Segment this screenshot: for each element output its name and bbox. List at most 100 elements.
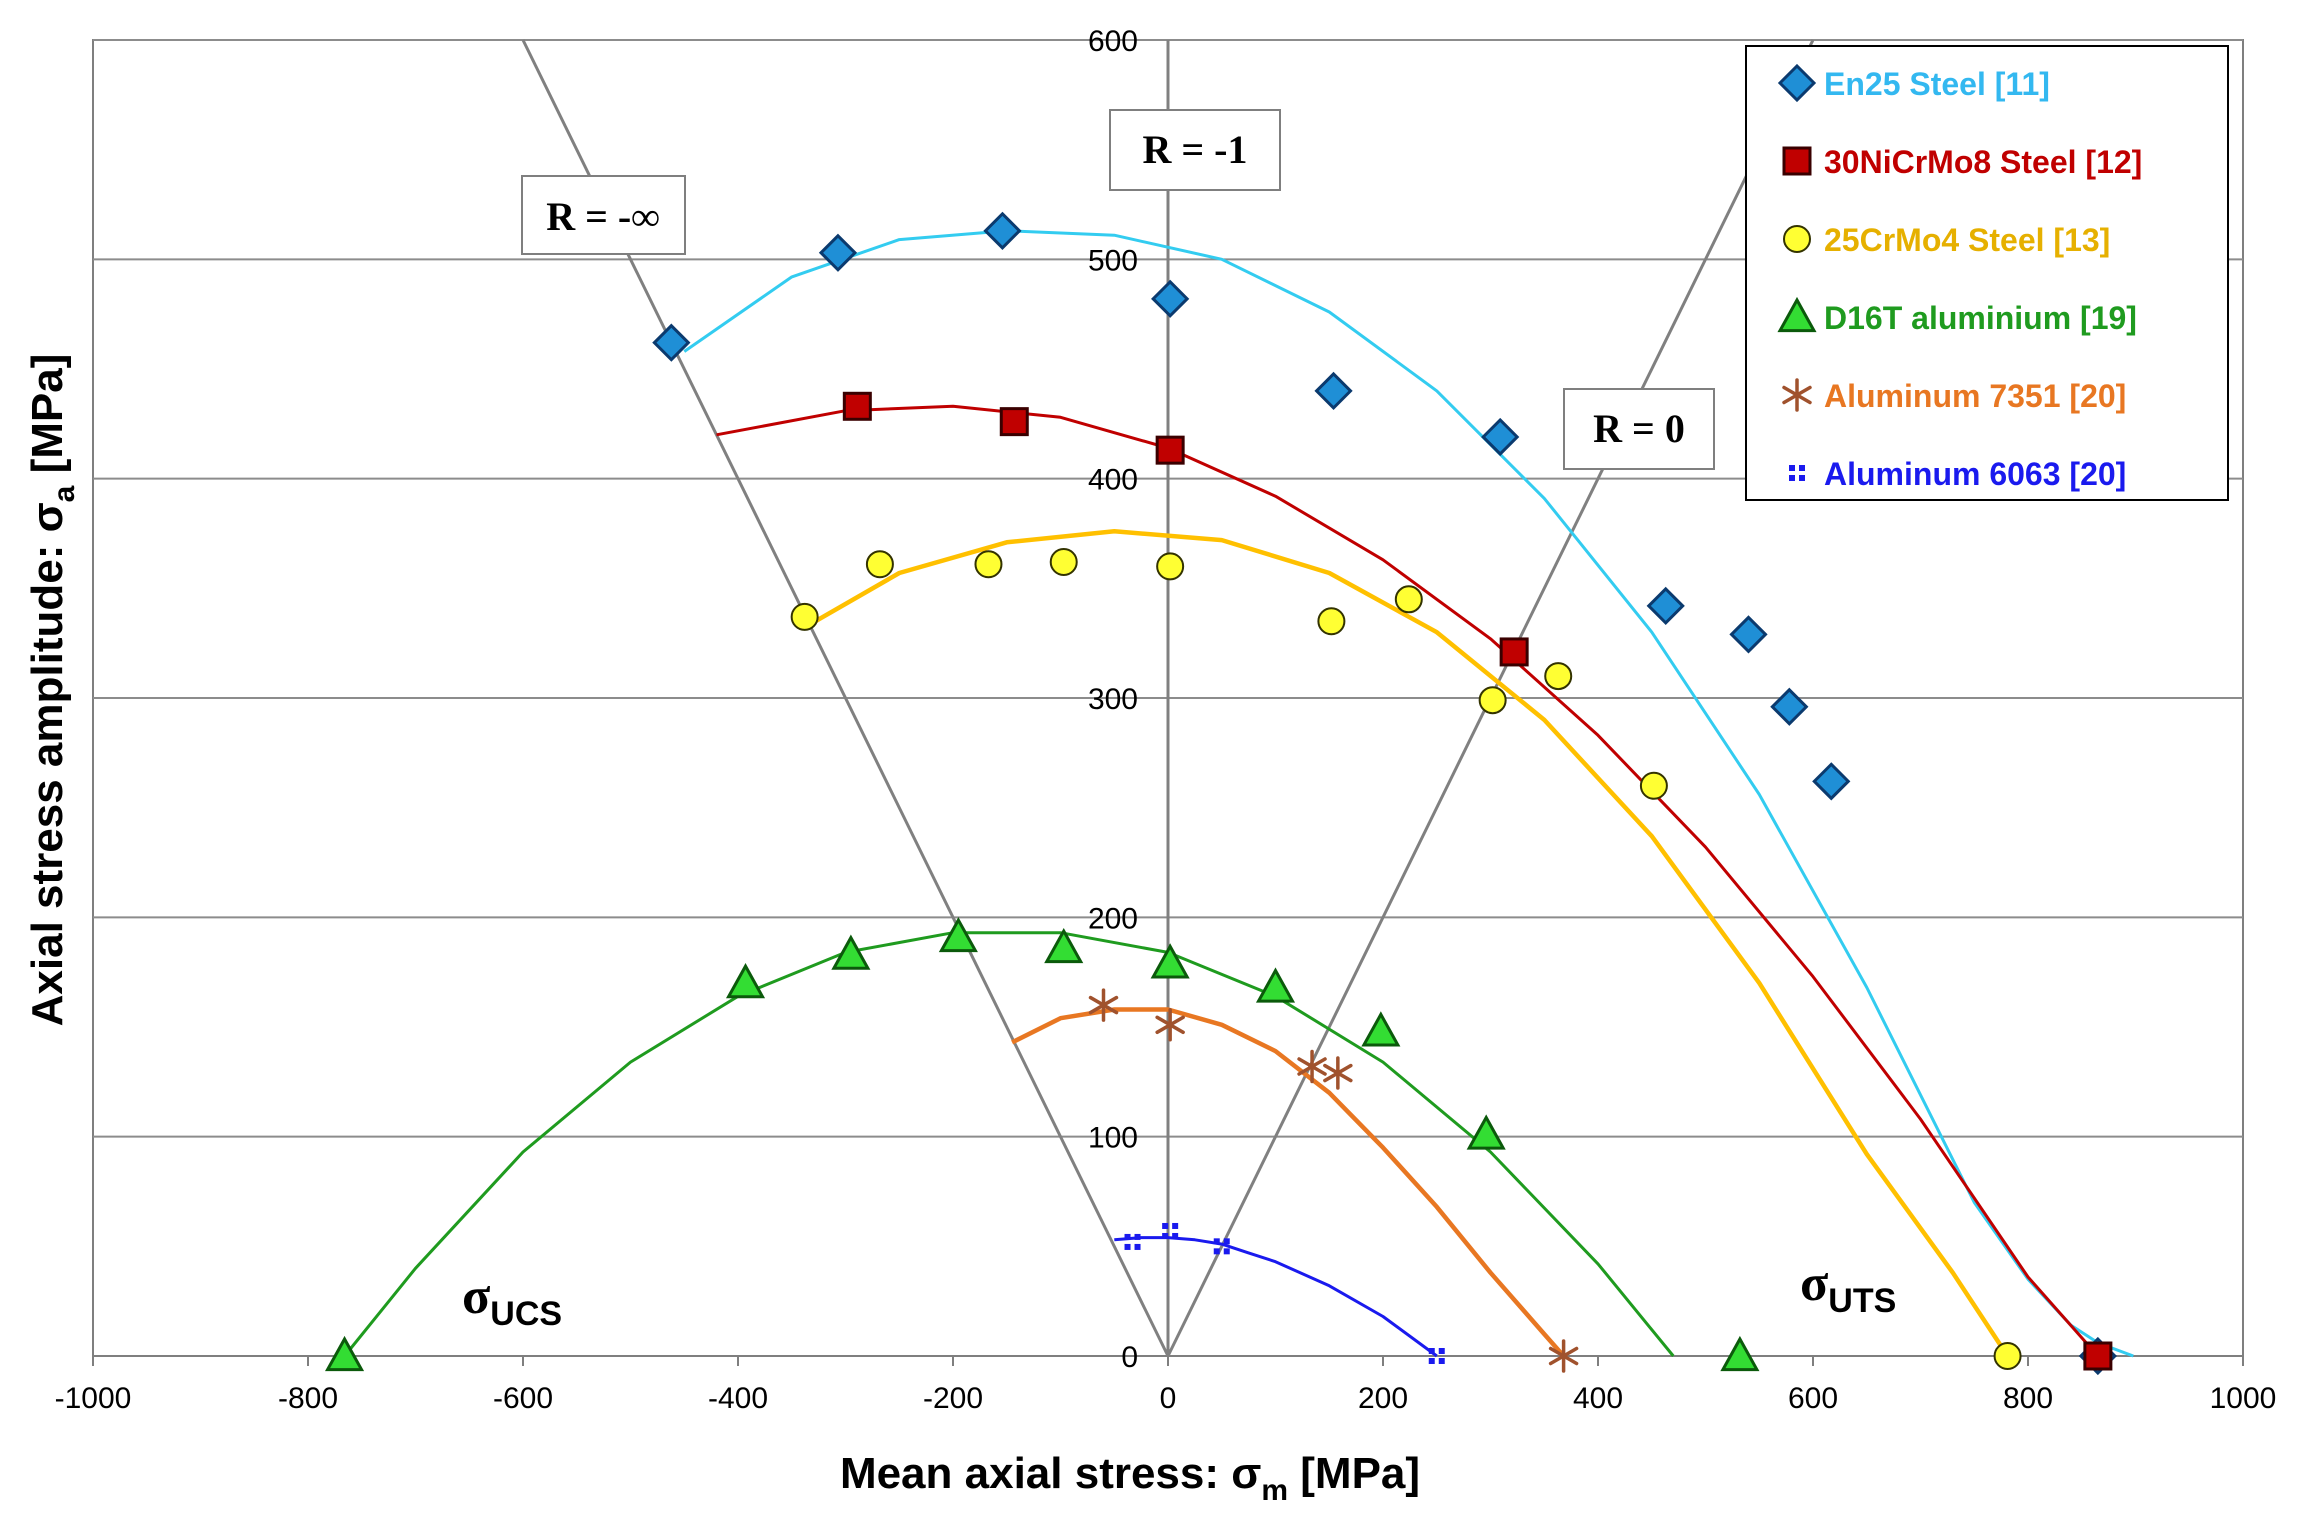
data-point-25crmo4-steel-13 [1544,662,1573,691]
data-point-30nicrmo8-steel-12 [1155,435,1185,465]
x-tick-label: -200 [923,1382,983,1415]
annotation-r-zero-text: R = 0 [1593,406,1685,451]
data-point-30nicrmo8-steel-12 [2083,1341,2113,1371]
data-point-d16t-aluminium-19 [1255,967,1296,1003]
legend-marker-d16t-aluminium-19 [1777,296,1817,333]
y-axis-title-main: Axial stress amplitude: σ [23,502,72,1026]
data-point-aluminum-6063-20 [1213,1238,1230,1255]
data-point-aluminum-7351-20 [1155,1008,1185,1042]
fit-curves [343,229,2134,1358]
data-point-25crmo4-steel-13 [1317,607,1346,636]
y-tick-label: 300 [1088,683,1138,716]
data-point-en25-steel-11 [1770,687,1809,726]
x-tick-label: -600 [493,1382,553,1415]
data-point-en25-steel-11 [1481,417,1520,457]
annotation-r-neg-one-text: R = -1 [1143,127,1248,172]
legend: En25 Steel [11] 30NiCrMo8 Steel [12] 25CrM… [1745,45,2229,501]
legend-marker-25crmo4-steel-13 [1783,225,1811,253]
data-point-25crmo4-steel-13 [1478,686,1507,715]
legend-marker-en25-steel-11 [1777,63,1817,103]
x-axis-title-unit: [MPa] [1288,1449,1420,1498]
sigma-ucs-subscript: UCS [490,1295,562,1333]
data-point-en25-steel-11 [1151,279,1190,318]
x-tick-label: -1000 [55,1382,132,1415]
legend-box [1745,45,2229,501]
data-point-d16t-aluminium-19 [938,916,978,953]
annotation-r-neg-inf-text: R = -∞ [546,194,660,239]
data-point-25crmo4-steel-13 [1049,548,1078,577]
x-tick-label: 200 [1358,1382,1408,1415]
data-point-25crmo4-steel-13 [1394,585,1423,614]
data-point-25crmo4-steel-13 [1639,771,1668,800]
y-tick-label: 400 [1088,464,1138,497]
curve-aluminum-6063-20 [1114,1236,1438,1358]
legend-label-30nicrmo8-steel-12: 30NiCrMo8 Steel [12] [1824,144,2142,180]
data-point-d16t-aluminium-19 [1720,1335,1760,1372]
data-point-aluminum-7351-20 [1548,1339,1579,1373]
sigma-uts-symbol: σ [1800,1255,1828,1312]
data-point-25crmo4-steel-13 [974,550,1003,579]
annotation-sigma-ucs: σUCS [462,1268,562,1333]
data-points [325,211,2117,1376]
data-point-d16t-aluminium-19 [1466,1114,1506,1150]
data-point-aluminum-7351-20 [1323,1056,1353,1090]
data-point-aluminum-6063-20 [1428,1348,1445,1364]
x-axis-ticks: -1000 -800 -600 -400 -200 0 200 400 600 800 1000 [55,1356,2277,1415]
data-point-en25-steel-11 [652,323,691,362]
data-point-25crmo4-steel-13 [790,602,819,631]
y-axis-title: Axial stress amplitude: σa [MPa] [23,354,81,1027]
data-point-en25-steel-11 [1812,762,1851,801]
data-point-en25-steel-11 [1729,615,1768,654]
annotation-sigma-uts: σUTS [1800,1255,1896,1320]
x-tick-label: 800 [2003,1382,2053,1415]
data-point-25crmo4-steel-13 [865,550,894,579]
legend-marker-aluminum-7351-20 [1782,378,1812,412]
legend-marker-30nicrmo8-steel-12 [1782,146,1812,176]
curve-30nicrmo8-steel-12 [716,404,2100,1357]
data-point-30nicrmo8-steel-12 [999,407,1029,437]
sigma-ucs-symbol: σ [462,1268,490,1325]
x-axis-title-sub: m [1261,1474,1288,1507]
data-point-en25-steel-11 [1314,371,1353,411]
data-point-aluminum-7351-20 [1297,1049,1327,1084]
legend-items: En25 Steel [11] 30NiCrMo8 Steel [12] 25CrM… [1777,63,2142,492]
y-tick-label: 600 [1088,25,1138,58]
data-point-d16t-aluminium-19 [1150,943,1190,979]
y-tick-label: 100 [1088,1122,1138,1155]
data-point-d16t-aluminium-19 [725,963,766,999]
y-tick-label: 500 [1088,244,1138,277]
data-point-en25-steel-11 [1646,586,1685,626]
x-tick-label: -400 [708,1382,768,1415]
x-tick-label: 400 [1573,1382,1623,1415]
sigma-uts-subscript: UTS [1828,1282,1896,1320]
reference-line-r-inf [521,39,1170,1357]
y-tick-label: 200 [1088,902,1138,935]
legend-label-aluminum-7351-20: Aluminum 7351 [20] [1824,378,2126,414]
y-tick-label: 0 [1121,1341,1138,1374]
data-point-aluminum-7351-20 [1088,988,1119,1022]
x-tick-label: 600 [1788,1382,1838,1415]
x-tick-label: 1000 [2210,1382,2277,1415]
data-point-d16t-aluminium-19 [1361,1011,1401,1047]
data-point-25crmo4-steel-13 [1156,552,1185,581]
data-point-30nicrmo8-steel-12 [842,391,872,421]
data-point-d16t-aluminium-19 [1044,927,1084,964]
x-tick-label: -800 [278,1382,338,1415]
data-point-d16t-aluminium-19 [831,934,871,970]
data-point-en25-steel-11 [818,233,858,272]
data-point-aluminum-6063-20 [1162,1222,1179,1239]
legend-label-d16t-aluminium-19: D16T aluminium [19] [1824,300,2137,336]
x-axis-title-main: Mean axial stress: σ [840,1449,1261,1498]
annotation-r-neg-inf: R = -∞ [521,175,686,255]
legend-marker-aluminum-6063-20 [1789,465,1805,481]
legend-label-25crmo4-steel-13: 25CrMo4 Steel [13] [1824,222,2110,258]
annotation-r-neg-one: R = -1 [1109,109,1281,191]
y-axis-ticks: 0 100 200 300 400 500 600 [1088,25,1138,1374]
y-axis-title-unit: [MPa] [23,354,72,486]
y-axis-title-sub: a [48,485,81,502]
curve-d16t-aluminium-19 [343,931,1675,1357]
data-point-aluminum-6063-20 [1124,1233,1141,1250]
data-point-en25-steel-11 [983,211,1022,250]
curve-25crmo4-steel-13 [806,529,2010,1358]
